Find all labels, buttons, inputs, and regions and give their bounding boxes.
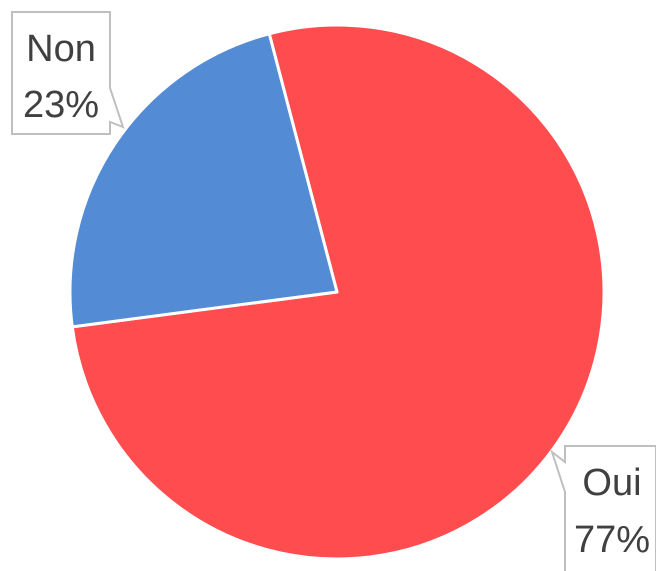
pie-slice-non[interactable] — [68, 32, 339, 329]
data-label-non: Non 23% — [11, 11, 125, 135]
pie-slices — [68, 23, 606, 561]
data-label-oui-category: Oui — [582, 462, 641, 504]
data-label-non-percent: 23% — [23, 84, 99, 126]
callout-box-non — [11, 11, 125, 135]
data-label-non-category: Non — [26, 28, 96, 70]
data-label-oui: Oui 77% — [550, 445, 656, 571]
callout-box-oui — [550, 445, 656, 571]
data-label-oui-percent: 77% — [574, 519, 650, 561]
